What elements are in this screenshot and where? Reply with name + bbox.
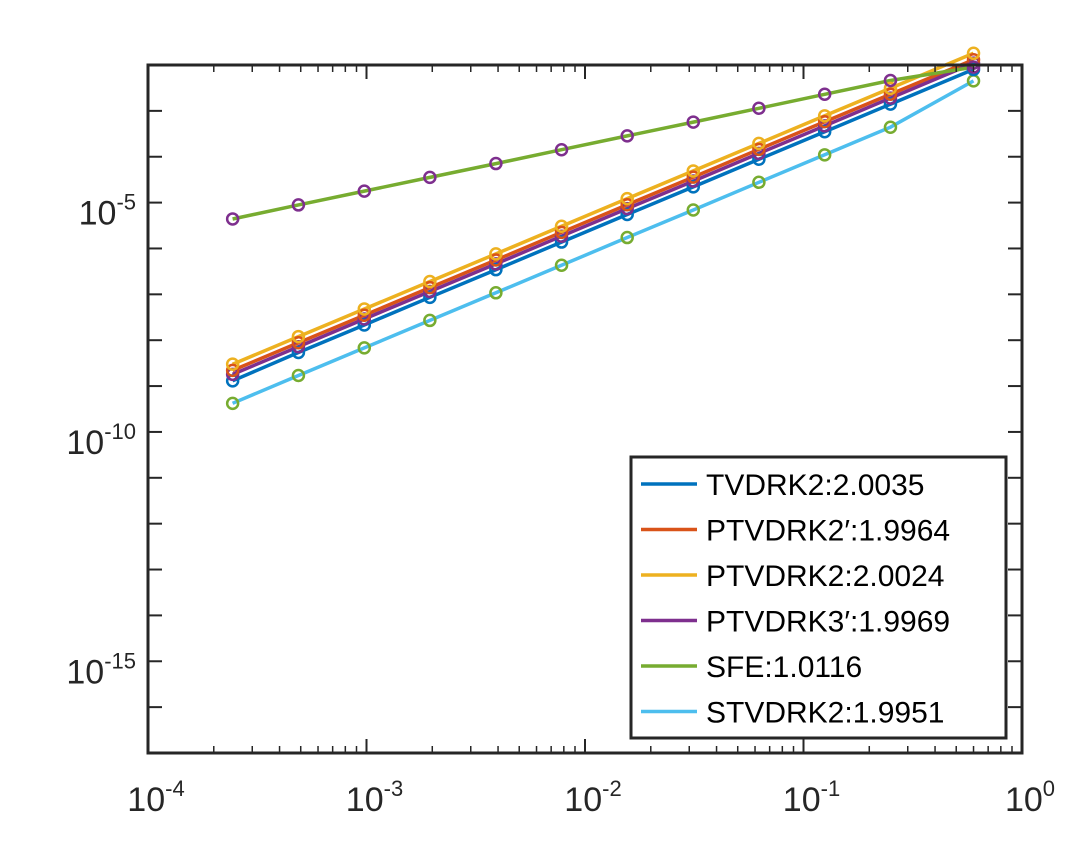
data-point-marker: [291, 329, 306, 344]
legend-label: SFE:1.0116: [706, 651, 862, 684]
series-line: [231, 79, 975, 405]
x-tick-label: 10-1: [783, 776, 840, 819]
data-point-marker: [554, 225, 569, 240]
data-point-marker: [423, 290, 437, 305]
data-point-marker: [225, 212, 240, 226]
data-point-marker: [423, 280, 437, 295]
y-tick-label: 10-15: [66, 648, 136, 691]
data-point-marker: [620, 191, 634, 206]
data-point-marker: [554, 235, 569, 249]
data-point-marker: [225, 357, 240, 371]
data-point-marker: [752, 101, 766, 116]
data-point-marker: [883, 120, 898, 134]
data-point-marker: [357, 302, 372, 316]
y-tick-label: 10-5: [79, 190, 136, 233]
series-line: [231, 61, 975, 377]
data-point-marker: [291, 368, 306, 383]
data-point-marker: [883, 73, 898, 88]
data-point-marker: [489, 262, 503, 277]
legend-label: STVDRK2:1.9951: [706, 697, 944, 730]
data-point-marker: [291, 345, 306, 360]
series-line: [231, 67, 975, 383]
data-point-marker: [489, 247, 503, 261]
legend-label: TVDRK2:2.0035: [706, 469, 924, 502]
legend-label: PTVDRK3′:1.9969: [706, 606, 950, 639]
data-point-marker: [686, 170, 701, 184]
data-point-marker: [883, 87, 898, 102]
x-tick-label: 100: [1005, 776, 1055, 819]
data-point-marker: [620, 129, 634, 143]
data-point-marker: [752, 142, 766, 157]
data-point-marker: [817, 114, 832, 129]
data-point-marker: [554, 219, 569, 234]
data-point-marker: [554, 142, 569, 157]
data-point-marker: [752, 175, 766, 190]
data-point-marker: [357, 308, 372, 322]
data-point-marker: [883, 81, 898, 96]
data-point-marker: [291, 335, 306, 350]
series-line: [231, 58, 975, 373]
data-point-marker: [966, 46, 981, 61]
data-point-marker: [554, 258, 569, 273]
x-tick-label: 10-2: [564, 776, 621, 819]
plot-markers: [225, 46, 981, 411]
data-point-marker: [225, 396, 240, 411]
data-point-marker: [489, 156, 503, 171]
series-line: [232, 65, 974, 221]
data-point-marker: [291, 198, 306, 212]
data-point-marker: [423, 170, 437, 185]
data-point-marker: [817, 87, 832, 102]
data-point-marker: [686, 203, 701, 217]
x-tick-label: 10-3: [346, 776, 403, 819]
data-point-marker: [620, 197, 634, 212]
data-point-marker: [357, 184, 372, 198]
data-point-marker: [686, 164, 701, 178]
data-point-marker: [225, 363, 240, 378]
data-point-marker: [620, 230, 634, 245]
data-point-marker: [817, 109, 832, 123]
legend-label: PTVDRK2′:1.9964: [706, 515, 950, 548]
data-point-marker: [423, 274, 437, 289]
series-line: [231, 51, 975, 366]
data-point-marker: [357, 341, 372, 355]
legend: TVDRK2:2.0035 PTVDRK2′:1.9964 PTVDRK2:2.…: [629, 455, 1008, 740]
x-tick-label: 10-4: [127, 776, 184, 819]
y-tick-label: 10-10: [66, 419, 136, 462]
data-point-marker: [489, 253, 503, 267]
plot-lines: [231, 51, 975, 405]
data-point-marker: [817, 148, 832, 162]
data-point-marker: [489, 286, 503, 300]
data-point-marker: [423, 313, 437, 328]
data-point-marker: [966, 60, 981, 74]
data-point-marker: [686, 115, 701, 129]
legend-box: [629, 455, 1008, 740]
legend-label: PTVDRK2:2.0024: [706, 560, 944, 593]
data-point-marker: [752, 136, 766, 151]
data-point-marker: [357, 318, 372, 332]
axis-ticks: [147, 64, 1023, 754]
